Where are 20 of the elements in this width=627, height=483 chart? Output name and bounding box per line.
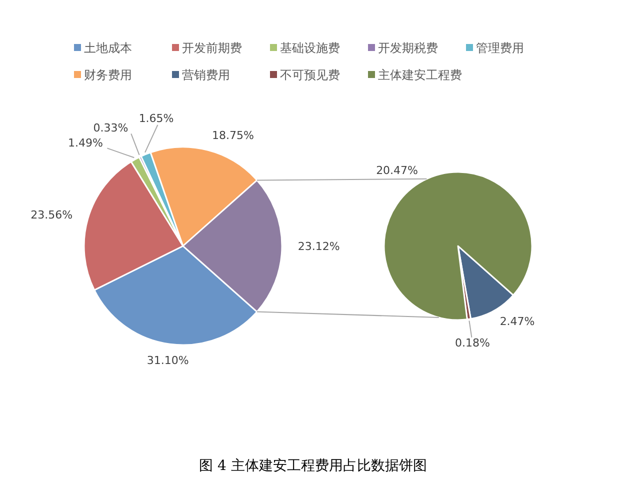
legend-label: 开发期税费 (378, 41, 438, 55)
data-label: 1.65% (138, 112, 174, 126)
legend-label: 财务费用 (84, 68, 132, 82)
legend-label: 基础设施费 (280, 41, 340, 55)
data-label: 0.18% (455, 336, 490, 350)
data-label: 2.47% (500, 314, 535, 328)
data-label: 23.12% (298, 240, 340, 253)
legend-label: 开发前期费 (182, 41, 242, 55)
data-label: 1.49% (68, 136, 103, 150)
data-label: 20.47% (376, 164, 418, 178)
legend-label: 营销费用 (182, 68, 230, 82)
legend-label: 主体建安工程费 (378, 68, 462, 82)
legend-label: 土地成本 (84, 41, 132, 55)
text: 图 4 主体建安工程费用占比数据饼图 (199, 458, 427, 474)
data-label: 31.10% (146, 354, 189, 367)
data-label: 23.56% (30, 208, 73, 222)
data-label: 0.33% (93, 121, 128, 134)
data-label: 18.75% (212, 128, 254, 142)
legend-label: 不可预见费 (280, 68, 340, 82)
legend-label: 管理费用 (476, 41, 524, 55)
